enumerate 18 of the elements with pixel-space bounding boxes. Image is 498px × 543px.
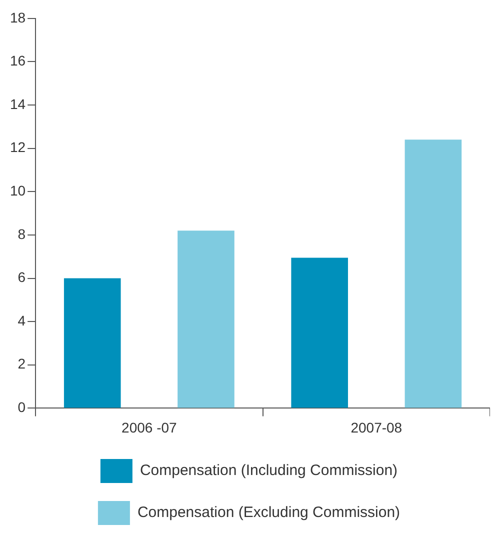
bar bbox=[64, 278, 121, 408]
bar bbox=[178, 230, 234, 408]
bar bbox=[404, 140, 462, 408]
y-tick-label: 2 bbox=[18, 356, 26, 372]
legend-label: Compensation (Including Commission) bbox=[140, 462, 398, 480]
y-tick-label: 18 bbox=[10, 9, 26, 26]
y-tick-label: 4 bbox=[18, 312, 26, 328]
y-tick-label: 12 bbox=[10, 139, 26, 156]
y-tick-label: 10 bbox=[10, 182, 26, 199]
x-tick-label: 2006 -07 bbox=[122, 419, 178, 436]
y-tick-label: 0 bbox=[18, 399, 26, 416]
y-tick-label: 16 bbox=[10, 52, 26, 69]
y-tick-label: 14 bbox=[10, 96, 26, 112]
x-tick-label: 2007-08 bbox=[350, 419, 402, 436]
legend-label: Compensation (Excluding Commission) bbox=[137, 504, 400, 522]
bar bbox=[291, 258, 348, 408]
y-tick-label: 8 bbox=[18, 226, 26, 242]
y-tick-label: 6 bbox=[18, 269, 26, 286]
